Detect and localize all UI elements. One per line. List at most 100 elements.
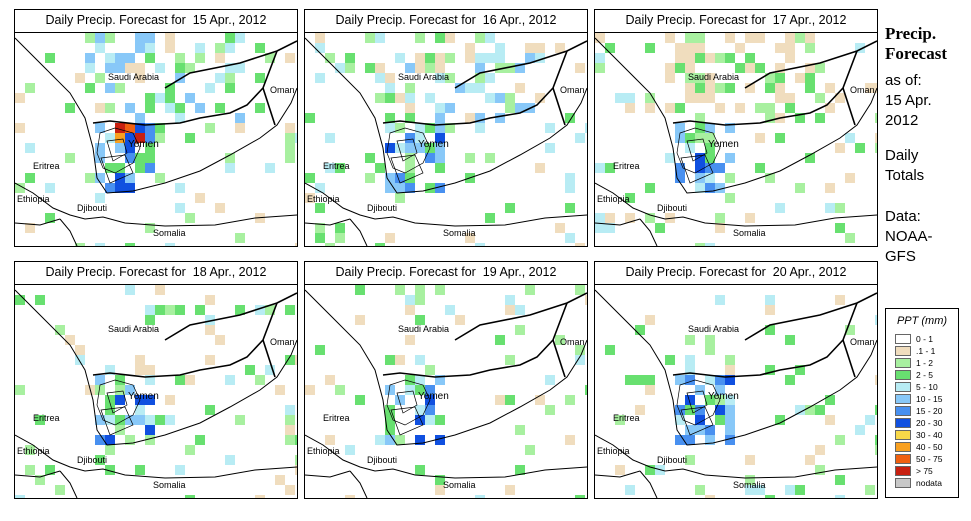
data-line2: NOAA- <box>885 228 933 245</box>
precip-cell <box>395 285 405 295</box>
boundary-line <box>305 37 587 194</box>
precip-cell <box>695 415 705 425</box>
precip-cell <box>405 305 415 315</box>
precip-cell <box>645 315 655 325</box>
label-yemen: Yemen <box>708 391 739 402</box>
precip-cell <box>685 63 695 73</box>
precip-cell <box>715 53 725 63</box>
label-djibouti: Djibouti <box>367 203 398 213</box>
precip-cell <box>875 435 877 445</box>
precip-cell <box>105 53 115 63</box>
precip-cell <box>825 203 835 213</box>
precip-cell <box>675 133 685 143</box>
precip-cell <box>255 43 265 53</box>
precip-cell <box>785 33 795 43</box>
precip-cell <box>685 143 695 153</box>
precip-cell <box>795 365 805 375</box>
precip-cell <box>335 233 345 243</box>
precip-cell <box>505 305 515 315</box>
precip-cell <box>405 375 415 385</box>
boundary-line <box>305 470 351 478</box>
precip-cell <box>115 395 125 405</box>
precip-cell <box>855 43 865 53</box>
precip-cell <box>385 93 395 103</box>
precip-cell <box>405 103 415 113</box>
precip-cell <box>345 63 355 73</box>
precip-cell <box>385 183 395 193</box>
precip-cell <box>415 143 425 153</box>
precip-cell <box>445 73 455 83</box>
precip-cell <box>795 183 805 193</box>
precip-cell <box>175 63 185 73</box>
admin-boundary <box>680 154 714 184</box>
boundary-line <box>595 37 877 194</box>
label-saudi-arabia: Saudi Arabia <box>688 72 740 82</box>
precip-cell <box>285 53 295 63</box>
asof-date-line1: 15 Apr. <box>885 92 932 109</box>
precip-cell <box>765 325 775 335</box>
admin-boundary <box>390 154 424 184</box>
precip-cell <box>135 415 145 425</box>
precip-cell <box>95 455 105 465</box>
precip-cell <box>295 355 297 365</box>
precip-cell <box>755 485 765 495</box>
sidebar-title-line1: Precip. <box>885 24 937 43</box>
precip-cell <box>45 53 55 63</box>
precip-cell <box>435 183 445 193</box>
precip-cell <box>265 305 275 315</box>
boundary-line <box>59 218 78 246</box>
precip-cell <box>145 143 155 153</box>
precip-cell <box>215 103 225 113</box>
precip-cell <box>465 153 475 163</box>
precip-cell <box>525 285 535 295</box>
precip-cell <box>745 455 755 465</box>
precip-cell <box>745 83 755 93</box>
precip-cell <box>145 425 155 435</box>
precip-cell <box>745 33 755 43</box>
precip-cell <box>185 93 195 103</box>
precip-cell <box>765 365 775 375</box>
precip-cell <box>415 435 425 445</box>
forecast-panel-1: Daily Precip. Forecast for 15 Apr., 2012… <box>14 9 298 247</box>
precip-cell <box>235 305 245 315</box>
precip-cell <box>165 83 175 93</box>
boundary-line <box>15 434 297 479</box>
precip-cell <box>725 193 735 203</box>
precip-cell <box>195 305 205 315</box>
precip-cell <box>415 295 425 305</box>
legend: PPT (mm) 0 - 1 .1 - 1 1 - 2 2 - 5 5 - 10 10 -… <box>885 308 959 498</box>
precip-cell <box>695 163 705 173</box>
admin-boundary <box>686 138 708 162</box>
precip-cell <box>145 305 155 315</box>
precip-cell <box>165 395 175 405</box>
precip-cell <box>445 305 455 315</box>
precip-cell <box>795 405 805 415</box>
precip-cell <box>285 435 295 445</box>
precip-cell <box>225 63 235 73</box>
legend-swatch <box>895 358 911 368</box>
precip-cell <box>95 43 105 53</box>
precip-cell <box>675 375 685 385</box>
label-ethiopia: Ethiopia <box>17 194 50 204</box>
precip-cell <box>725 33 735 43</box>
precip-cell <box>665 63 675 73</box>
precip-cell <box>405 173 415 183</box>
precip-cell <box>105 445 115 455</box>
precip-cell <box>295 243 297 246</box>
precip-cell <box>305 173 315 183</box>
precip-cell <box>355 285 365 295</box>
label-somalia: Somalia <box>153 228 186 238</box>
precip-cell <box>155 63 165 73</box>
precip-cell <box>195 43 205 53</box>
boundary-line <box>15 37 297 194</box>
precip-cell <box>375 63 385 73</box>
precip-cell <box>135 63 145 73</box>
precip-cell <box>775 93 785 103</box>
precip-cell <box>785 103 795 113</box>
precip-cell <box>165 305 175 315</box>
label-oman: Oman <box>560 85 585 95</box>
precip-map <box>15 33 297 246</box>
precip-cell <box>715 405 725 415</box>
precip-cell <box>685 405 695 415</box>
precip-cell <box>315 223 325 233</box>
